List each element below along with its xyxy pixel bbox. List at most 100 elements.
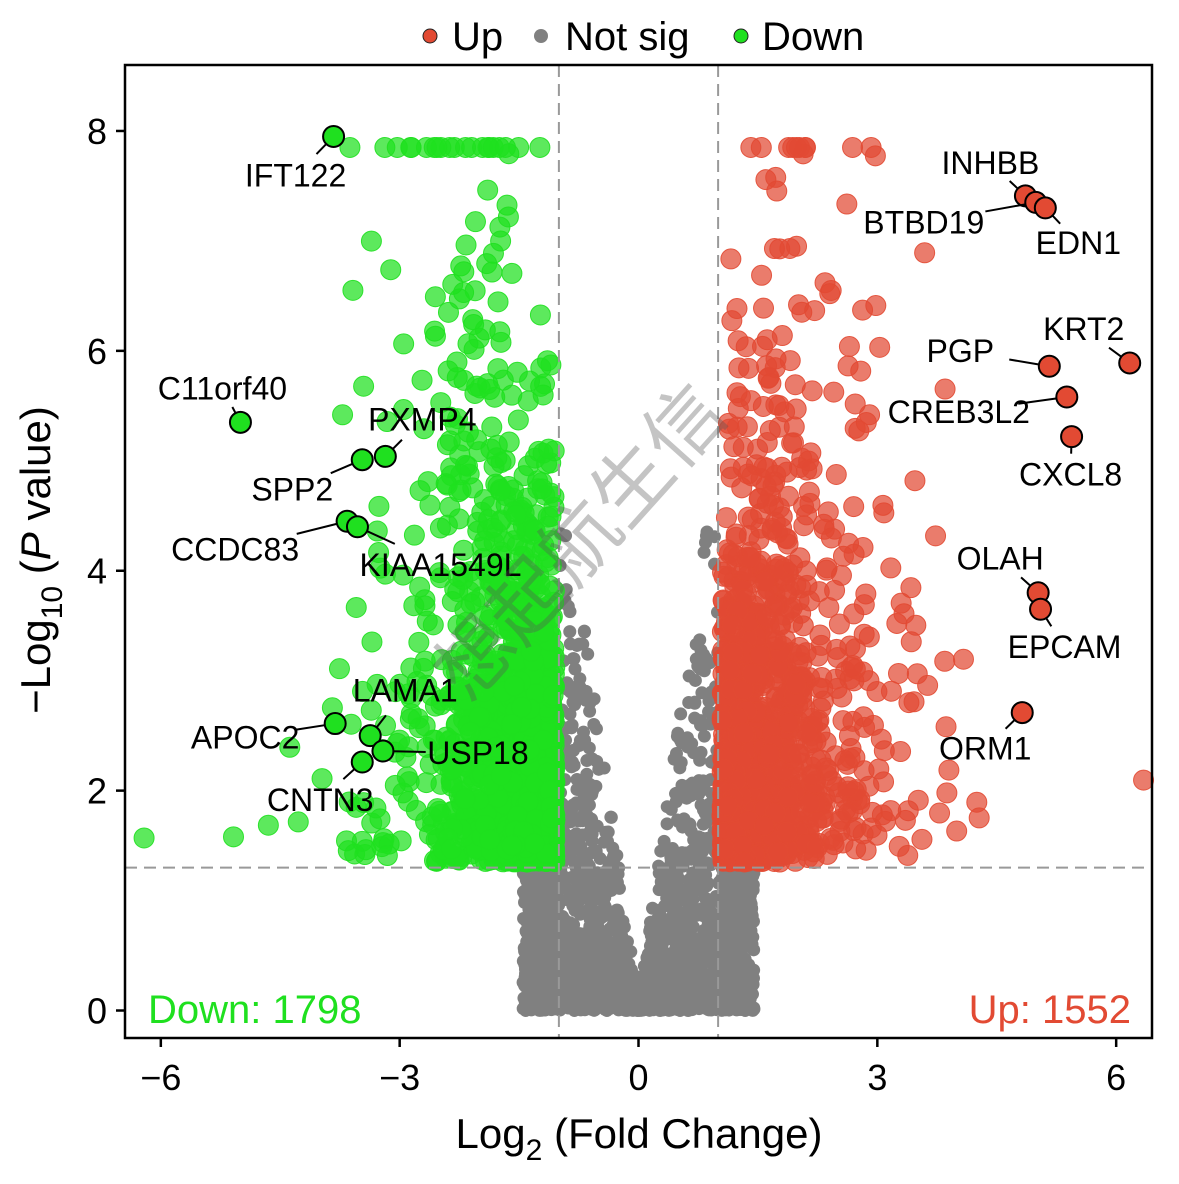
point-up xyxy=(823,381,845,403)
point-up xyxy=(936,782,958,804)
point-notsig xyxy=(697,729,711,743)
point-up xyxy=(886,612,908,634)
point-down xyxy=(501,262,523,284)
point-up xyxy=(914,242,936,264)
point-down xyxy=(361,631,383,653)
point-notsig xyxy=(550,912,564,926)
point-down xyxy=(424,286,446,308)
point-notsig xyxy=(685,983,699,997)
point-down xyxy=(368,495,390,517)
point-notsig xyxy=(735,935,749,949)
point-notsig xyxy=(592,888,606,902)
point-up xyxy=(828,613,850,635)
point-notsig xyxy=(601,825,615,839)
point-notsig xyxy=(599,971,613,985)
point-down xyxy=(464,211,486,233)
point-down xyxy=(450,255,472,277)
point-down xyxy=(345,596,367,618)
point-notsig xyxy=(531,910,545,924)
point-down xyxy=(442,273,464,295)
point-down xyxy=(133,827,155,849)
point-down xyxy=(360,230,382,252)
point-notsig xyxy=(606,841,620,855)
point-notsig xyxy=(669,795,683,809)
point-up xyxy=(917,674,939,696)
point-down xyxy=(428,800,450,822)
point-notsig xyxy=(674,707,688,721)
point-notsig xyxy=(643,975,657,989)
point-down xyxy=(223,826,245,848)
point-notsig xyxy=(582,741,596,755)
point-up xyxy=(751,264,773,286)
point-notsig xyxy=(684,824,698,838)
point-down xyxy=(403,524,425,546)
point-down xyxy=(424,320,446,342)
point-notsig xyxy=(565,718,579,732)
point-up xyxy=(900,631,922,653)
point-down xyxy=(455,234,477,256)
point-down xyxy=(542,684,564,706)
point-up xyxy=(838,335,860,357)
point-down xyxy=(376,845,398,867)
point-down xyxy=(436,514,458,536)
point-notsig xyxy=(529,942,543,956)
point-notsig xyxy=(698,904,712,918)
point-down xyxy=(400,136,422,158)
point-notsig xyxy=(583,704,597,718)
point-notsig xyxy=(654,875,668,889)
point-down xyxy=(332,404,354,426)
point-notsig xyxy=(585,846,599,860)
point-down xyxy=(507,409,529,431)
point-notsig xyxy=(673,733,687,747)
point-notsig xyxy=(665,911,679,925)
point-up xyxy=(952,648,974,670)
point-down xyxy=(494,136,516,158)
point-notsig xyxy=(565,680,579,694)
point-down xyxy=(486,447,508,469)
point-down xyxy=(393,333,415,355)
point-down xyxy=(506,361,528,383)
point-notsig xyxy=(733,872,747,886)
point-notsig xyxy=(583,905,597,919)
point-notsig xyxy=(525,970,539,984)
point-notsig xyxy=(672,924,686,938)
point-notsig xyxy=(731,959,745,973)
point-down xyxy=(414,595,436,617)
point-down xyxy=(490,480,512,502)
point-notsig xyxy=(675,945,689,959)
point-up xyxy=(825,463,847,485)
point-notsig xyxy=(582,981,596,995)
point-notsig xyxy=(672,756,686,770)
point-notsig xyxy=(693,633,707,647)
point-notsig xyxy=(697,803,711,817)
point-notsig xyxy=(539,971,553,985)
point-notsig xyxy=(617,937,631,951)
point-notsig xyxy=(714,958,728,972)
point-notsig xyxy=(643,915,657,929)
point-notsig xyxy=(671,874,685,888)
point-notsig xyxy=(589,722,603,736)
point-notsig xyxy=(695,937,709,951)
point-up xyxy=(842,136,864,158)
point-notsig xyxy=(744,906,758,920)
point-down xyxy=(505,504,527,526)
point-notsig xyxy=(536,990,550,1004)
point-notsig xyxy=(604,1001,618,1015)
point-down xyxy=(380,259,402,281)
point-notsig xyxy=(518,888,532,902)
point-down xyxy=(446,351,468,373)
point-notsig xyxy=(573,672,587,686)
point-notsig xyxy=(576,773,590,787)
point-notsig xyxy=(660,817,674,831)
point-up xyxy=(1133,769,1155,791)
point-down xyxy=(490,230,512,252)
point-up xyxy=(968,807,990,829)
point-down xyxy=(440,838,462,860)
point-notsig xyxy=(574,797,588,811)
point-down xyxy=(523,832,545,854)
point-notsig xyxy=(566,743,580,757)
point-down xyxy=(337,840,359,862)
point-notsig xyxy=(571,900,585,914)
point-notsig xyxy=(692,787,706,801)
